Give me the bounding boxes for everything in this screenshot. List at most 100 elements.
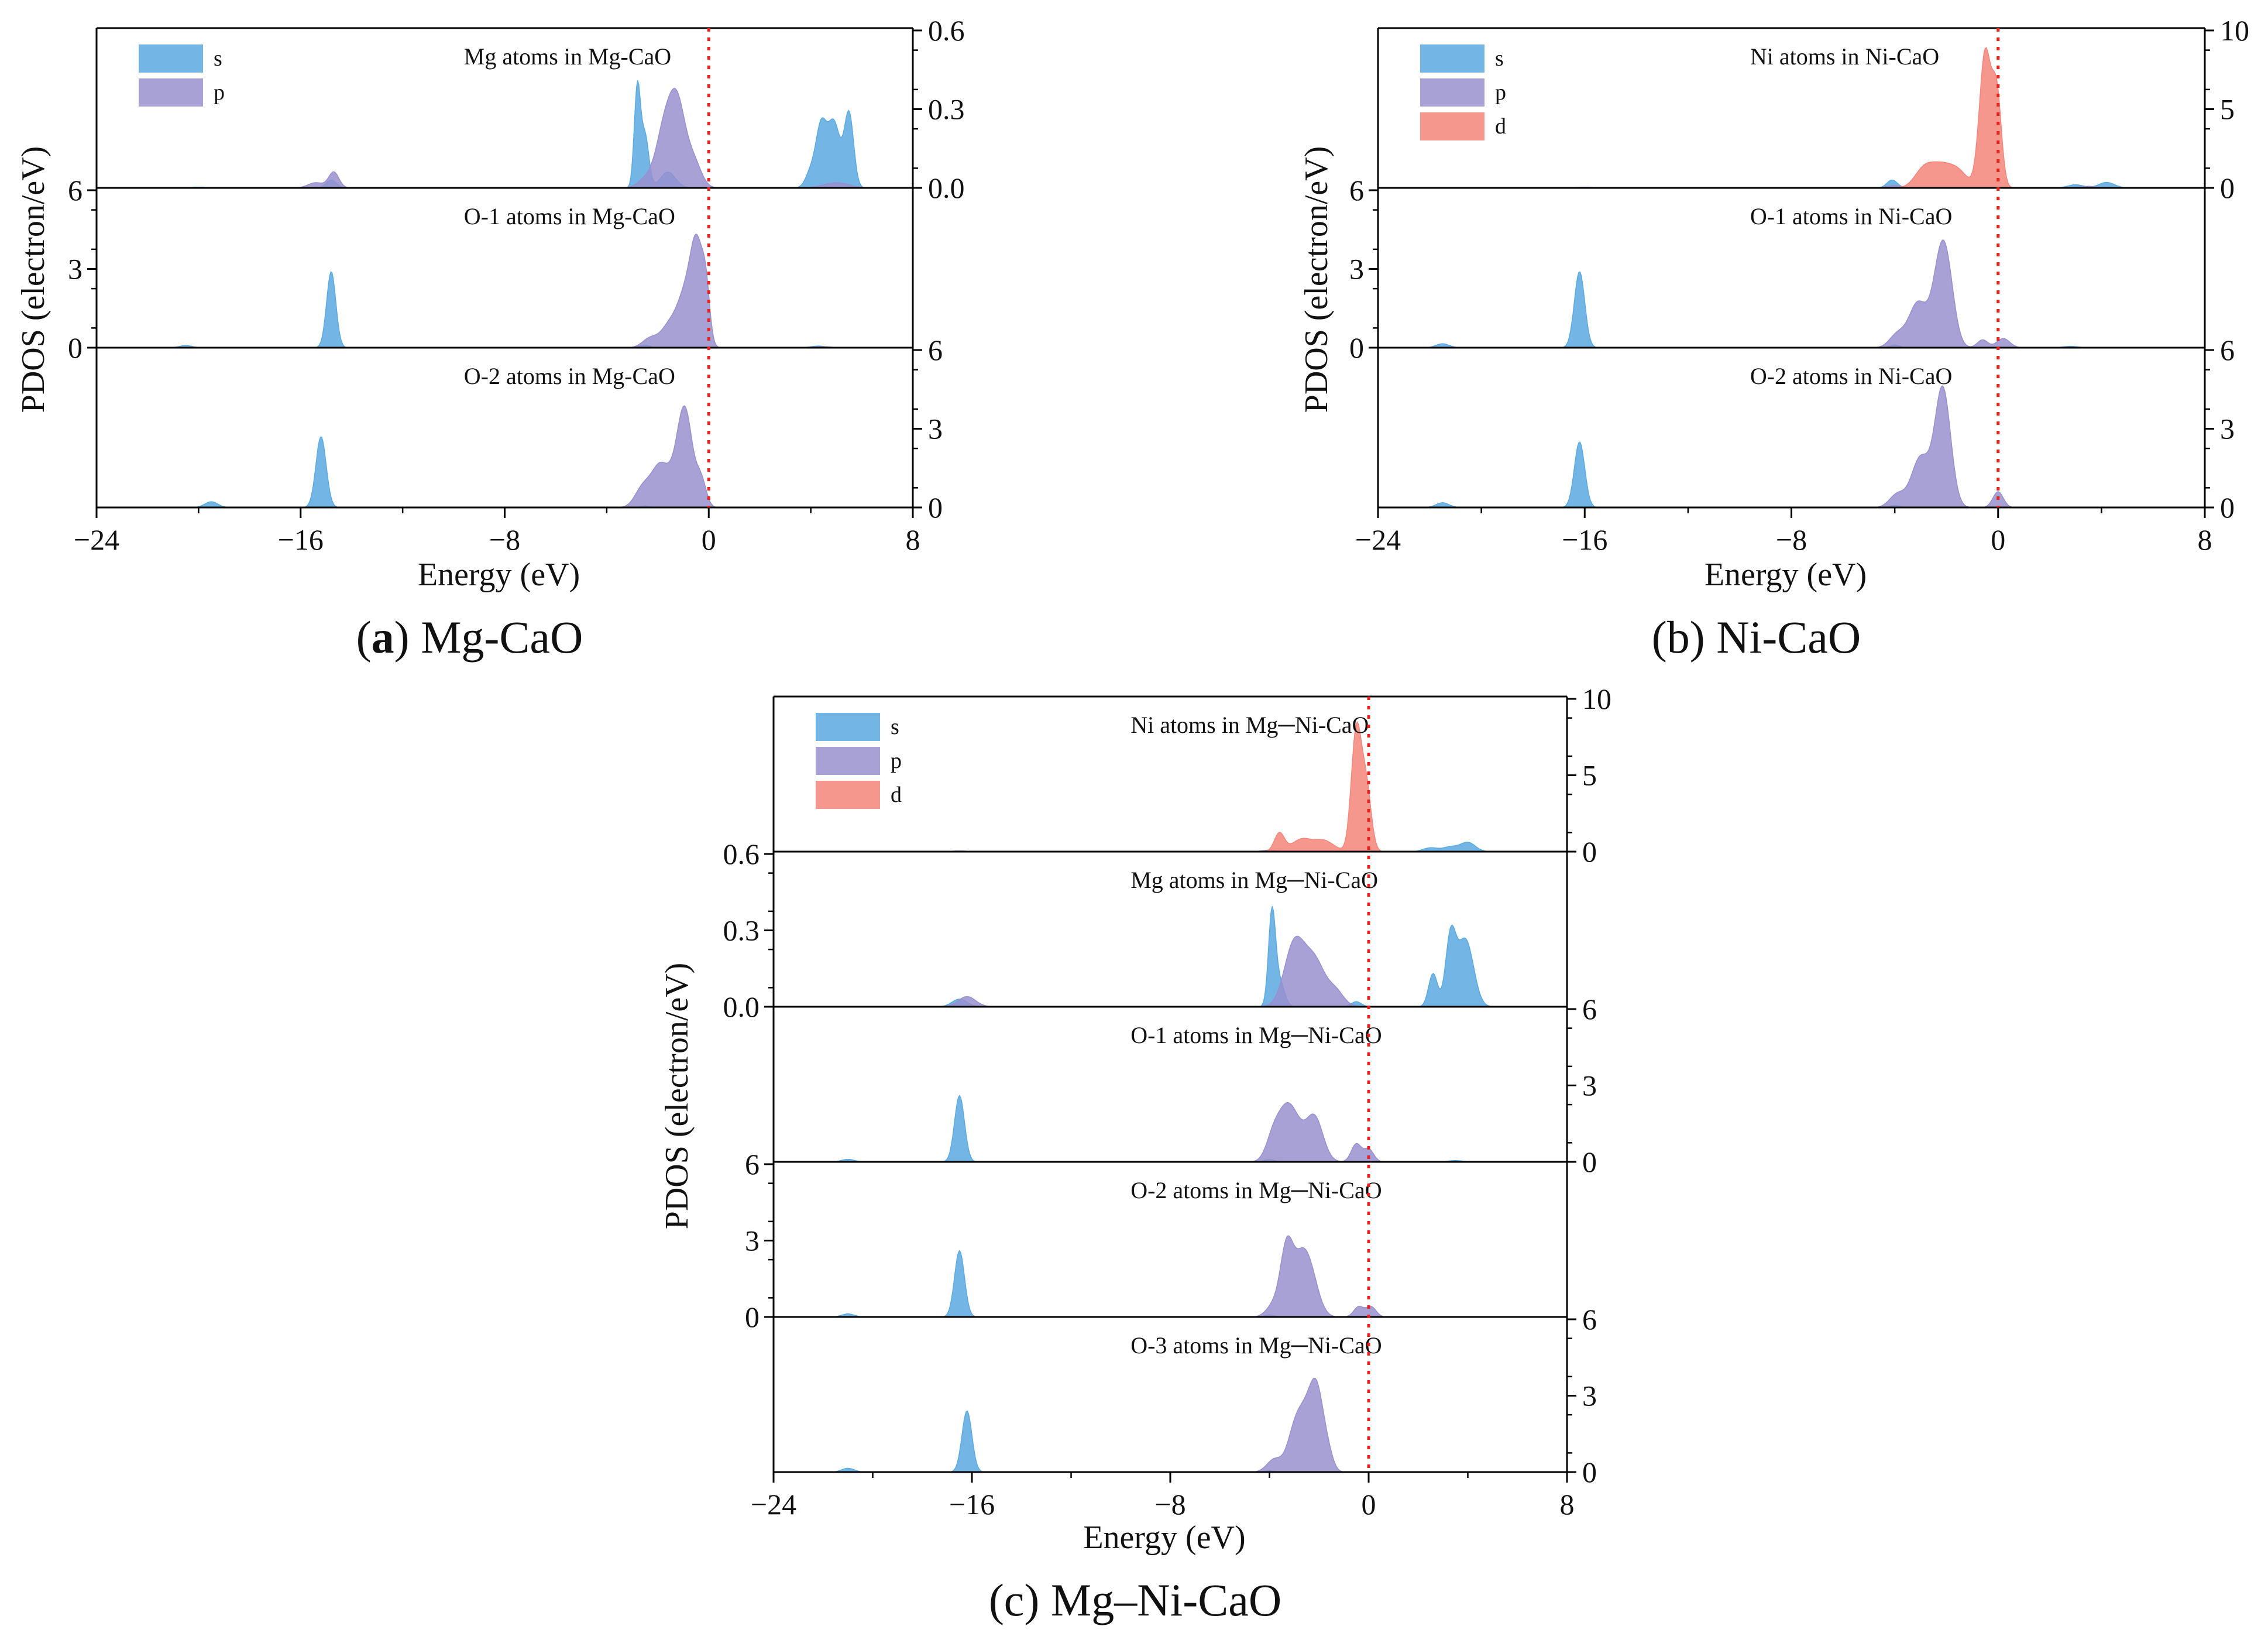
panel-title: Ni atoms in Mg─Ni-CaO (1130, 712, 1369, 738)
x-tick-label: 0 (1362, 1488, 1376, 1521)
y-tick-label: 0.6 (928, 14, 965, 47)
pdos-area-s (774, 1250, 1567, 1318)
legend-swatch-d (1420, 112, 1484, 140)
legend: spd (1420, 44, 1506, 140)
legend-swatch-p (816, 747, 880, 775)
panel: O-3 atoms in Mg─Ni-CaO 0 3 6 (774, 1303, 1597, 1488)
chart-a: Mg atoms in Mg-CaO 0.0 0.3 0.6 O-1 atoms in … (15, 14, 965, 663)
pdos-area-p (1378, 239, 2205, 348)
panel: O-1 atoms in Ni-CaO 0 3 6 (1349, 174, 2205, 364)
legend-label-d: d (1495, 114, 1506, 139)
pdos-area-p (97, 233, 913, 348)
pdos-area-p (774, 1377, 1567, 1473)
chart-b: Ni atoms in Ni-CaO 0 5 10 O-1 atoms in Ni-Ca… (1298, 14, 2249, 663)
y-tick-label: 6 (2220, 334, 2235, 366)
panel-title: Mg atoms in Mg-CaO (464, 43, 671, 70)
x-tick-label: 8 (1560, 1488, 1575, 1521)
x-axis-label: Energy (eV) (418, 557, 580, 593)
pdos-area-s (97, 270, 913, 348)
chart-c: Ni atoms in Mg─Ni-CaO 0 5 10 Mg atoms in Mg─… (659, 682, 1611, 1625)
y-tick-label: 0 (928, 491, 943, 524)
y-tick-label: 0.0 (723, 990, 760, 1023)
y-tick-label: 0 (745, 1301, 760, 1333)
legend-label-s: s (1495, 46, 1504, 71)
y-tick-label: 0 (1582, 1145, 1597, 1178)
y-tick-label: 6 (928, 334, 943, 366)
y-tick-label: 6 (1349, 174, 1364, 207)
x-axis-label: Energy (eV) (1083, 1519, 1245, 1556)
panel-title: O-1 atoms in Ni-CaO (1750, 203, 1953, 229)
y-tick-label: 10 (1582, 682, 1611, 715)
legend-label-s: s (891, 715, 899, 739)
panel: Ni atoms in Mg─Ni-CaO 0 5 10 (774, 682, 1611, 868)
x-tick-label: −8 (489, 523, 520, 556)
y-tick-label: 0 (1582, 1456, 1597, 1488)
y-axis-label: PDOS (electron/eV) (15, 146, 51, 413)
legend-swatch-s (816, 713, 880, 741)
x-tick-label: 0 (1991, 523, 2005, 556)
x-axis-label: Energy (eV) (1705, 557, 1867, 593)
legend-swatch-d (816, 781, 880, 809)
panel: O-2 atoms in Mg-CaO 0 3 6 (97, 334, 943, 524)
pdos-area-s (1378, 271, 2205, 348)
legend-swatch-s (1420, 44, 1484, 73)
legend: spd (816, 713, 902, 809)
x-tick-label: −24 (1355, 523, 1401, 556)
panel: O-2 atoms in Ni-CaO 0 3 6 (1378, 334, 2235, 524)
y-axis-label: PDOS (electron/eV) (659, 963, 695, 1230)
x-tick-label: 8 (2198, 523, 2212, 556)
y-tick-label: 6 (1582, 1303, 1597, 1336)
panel-title: O-2 atoms in Mg-CaO (464, 363, 675, 389)
legend-label-d: d (891, 783, 902, 807)
x-tick-label: −24 (751, 1488, 796, 1521)
y-axis-label: PDOS (electron/eV) (1298, 146, 1335, 413)
pdos-area-p (1378, 385, 2205, 508)
y-tick-label: 0 (1582, 835, 1597, 868)
panel-title: Mg atoms in Mg─Ni-CaO (1130, 867, 1378, 893)
figure-caption: (b) Ni-CaO (1652, 612, 1861, 663)
x-tick-label: −8 (1776, 523, 1807, 556)
y-tick-label: 0 (2220, 171, 2235, 204)
legend-swatch-p (139, 78, 203, 107)
x-tick-label: 8 (906, 523, 920, 556)
y-tick-label: 3 (745, 1224, 760, 1257)
y-tick-label: 3 (1582, 1069, 1597, 1102)
y-tick-label: 0 (2220, 491, 2235, 524)
panel: Ni atoms in Ni-CaO 0 5 10 (1378, 14, 2249, 204)
y-tick-label: 0 (1349, 331, 1364, 364)
panel-title: O-3 atoms in Mg─Ni-CaO (1130, 1332, 1382, 1359)
y-tick-label: 0.6 (723, 838, 760, 870)
legend: sp (139, 44, 225, 107)
panel: Mg atoms in Mg-CaO 0.0 0.3 0.6 (97, 14, 965, 204)
pdos-area-s (774, 842, 1567, 852)
pdos-area-s (1378, 441, 2205, 508)
legend-label-p: p (891, 749, 902, 773)
panel-title: O-2 atoms in Ni-CaO (1750, 363, 1953, 389)
y-tick-label: 3 (68, 253, 83, 286)
pdos-area-s (774, 1095, 1567, 1162)
panel: O-1 atoms in Mg─Ni-CaO 0 3 6 (774, 993, 1597, 1178)
x-tick-label: −16 (949, 1488, 995, 1521)
y-tick-label: 0.3 (723, 914, 760, 947)
y-tick-label: 0.0 (928, 171, 965, 204)
panel-title: Ni atoms in Ni-CaO (1750, 43, 1939, 70)
legend-label-s: s (214, 46, 222, 71)
legend-swatch-s (139, 44, 203, 73)
panel-title: O-2 atoms in Mg─Ni-CaO (1130, 1177, 1382, 1203)
x-tick-label: −8 (1154, 1488, 1185, 1521)
y-tick-label: 6 (745, 1148, 760, 1181)
panel-title: O-1 atoms in Mg-CaO (464, 203, 675, 229)
x-tick-label: −16 (1562, 523, 1607, 556)
x-tick-label: 0 (702, 523, 716, 556)
panel: O-2 atoms in Mg─Ni-CaO 0 3 6 (745, 1148, 1567, 1333)
pdos-area-p (97, 405, 913, 508)
x-tick-label: −24 (74, 523, 119, 556)
pdos-area-p (774, 1102, 1567, 1162)
y-tick-label: 6 (1582, 993, 1597, 1025)
pdos-area-p (774, 1235, 1567, 1318)
y-tick-label: 5 (2220, 93, 2235, 126)
y-tick-label: 0 (68, 331, 83, 364)
legend-label-p: p (214, 80, 225, 105)
pdos-area-s (774, 906, 1567, 1007)
